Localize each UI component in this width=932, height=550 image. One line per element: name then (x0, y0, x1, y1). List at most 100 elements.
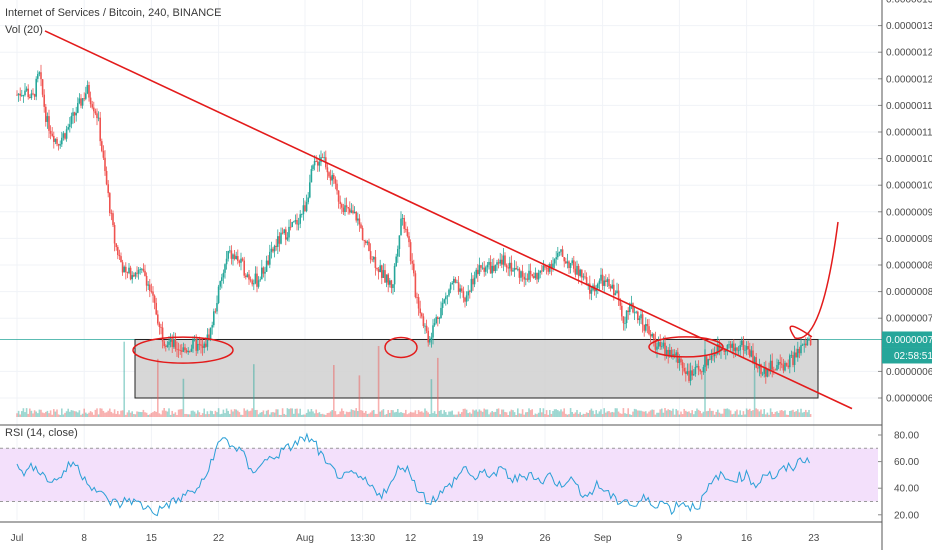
volume-bar (251, 408, 253, 417)
volume-bar (669, 409, 671, 417)
time-tick-label: 26 (539, 533, 551, 544)
volume-bar (147, 414, 149, 417)
volume-bar (411, 412, 413, 417)
volume-bar (677, 410, 679, 417)
volume-bar (534, 413, 537, 417)
volume-bar (472, 409, 474, 417)
candle-body (731, 343, 733, 348)
volume-bar (502, 409, 505, 417)
volume-bar (712, 410, 714, 417)
candle-body (441, 302, 444, 308)
candle-body (701, 371, 703, 373)
candle-body (590, 289, 593, 294)
volume-bar (427, 412, 429, 417)
volume-bar (41, 412, 44, 417)
candle-body (53, 135, 55, 142)
volume-bar (334, 411, 337, 417)
candle-body (141, 268, 143, 270)
candle-body (221, 277, 223, 282)
candle-body (419, 308, 421, 314)
volume-bar (785, 414, 788, 417)
candle-body (534, 272, 537, 278)
volume-bar (97, 414, 100, 417)
candle-body (307, 197, 309, 203)
candle-body (273, 245, 276, 252)
candle-body (112, 213, 114, 226)
volume-bar (553, 409, 556, 417)
candle-body (697, 365, 700, 370)
volume-bar (134, 414, 137, 417)
volume-bar (483, 408, 485, 417)
volume-bar (573, 413, 575, 417)
candle-body (758, 364, 761, 369)
candle-body (38, 72, 41, 75)
volume-bar (600, 409, 602, 417)
candle-body (16, 94, 18, 96)
candle-body (576, 265, 578, 275)
candle-body (611, 284, 613, 289)
candle-body (278, 236, 281, 244)
volume-bar (544, 414, 546, 417)
volume-bar (176, 414, 178, 417)
candle-body (334, 178, 337, 184)
candle-body (739, 345, 741, 351)
volume-bar (301, 414, 303, 417)
candle-body (597, 283, 599, 289)
candle-body (645, 324, 647, 331)
volume-bar (392, 410, 394, 417)
volume-bar (675, 409, 677, 417)
candle-body (755, 357, 757, 368)
candle-body (93, 107, 95, 112)
candle-body (750, 350, 753, 357)
candle-body (744, 349, 746, 351)
volume-bar (33, 410, 36, 417)
volume-bar (246, 409, 249, 417)
candle-body (59, 144, 61, 146)
volume-bar (179, 409, 181, 417)
volume-bar (285, 414, 287, 417)
candle-body (294, 220, 297, 222)
volume-indicator-label: Vol (20) (5, 24, 43, 36)
volume-bar (696, 408, 698, 417)
volume-bar (649, 410, 652, 417)
candle-body (398, 235, 401, 249)
volume-bar (750, 410, 753, 417)
volume-bar (782, 411, 785, 417)
candle-body (737, 350, 740, 352)
candle-body (237, 256, 239, 261)
candle-body (369, 251, 372, 260)
candle-body (408, 236, 410, 243)
candle-body (472, 278, 474, 285)
volume-bar (233, 409, 236, 417)
candle-body (40, 72, 42, 80)
candle-body (539, 270, 541, 273)
time-tick-label: 16 (741, 533, 753, 544)
candle-body (523, 276, 525, 280)
candle-body (203, 343, 205, 348)
volume-bar (461, 412, 463, 417)
volume-bar (478, 409, 481, 417)
volume-bar (710, 410, 713, 417)
candle-body (238, 260, 241, 263)
volume-bar (633, 408, 636, 417)
candle-body (190, 348, 193, 352)
volume-bar (269, 414, 271, 417)
volume-bar (448, 411, 450, 417)
volume-bar (283, 413, 285, 417)
volume-bar (518, 413, 521, 417)
volume-bar (248, 411, 250, 417)
volume-bar (581, 414, 583, 417)
candle-body (729, 344, 732, 348)
candle-body (181, 350, 183, 352)
volume-bar (107, 410, 109, 417)
candle-body (809, 338, 812, 346)
volume-bar (320, 414, 322, 417)
volume-bar (465, 409, 468, 417)
candle-body (384, 270, 386, 283)
volume-bar (749, 408, 751, 417)
volume-bar (102, 410, 105, 417)
volume-bar (510, 409, 513, 417)
candle-body (635, 311, 637, 313)
candle-body (560, 249, 562, 252)
